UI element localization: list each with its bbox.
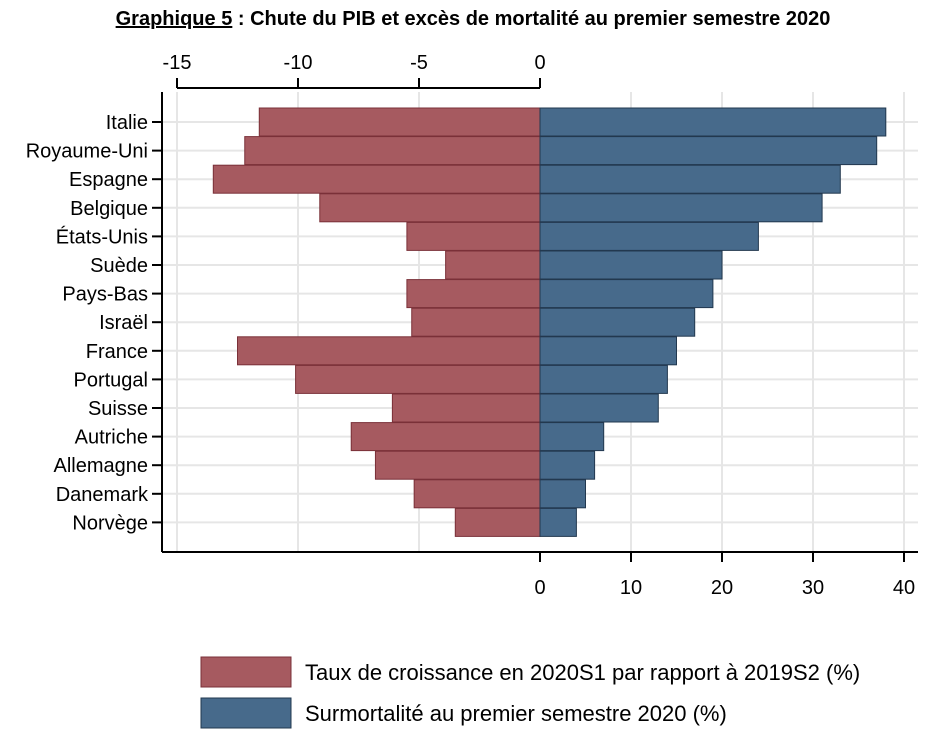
bottom-axis-tick-label: 20 (711, 577, 733, 599)
top-axis-tick-label: -5 (410, 52, 428, 74)
bar-excess-mortality (539, 307, 696, 337)
y-axis-tick-label: Royaume-Uni (26, 141, 148, 163)
y-axis-tick-label: Portugal (74, 369, 149, 391)
y-axis-tick-label: États-Unis (56, 225, 148, 248)
bar-gdp-growth (237, 336, 541, 366)
chart-title: Graphique 5 : Chute du PIB et excès de m… (0, 8, 946, 31)
y-axis-tick-label: Allemagne (53, 455, 148, 477)
bar-excess-mortality (539, 393, 659, 423)
y-axis-tick-label: Israël (99, 312, 148, 334)
bar-excess-mortality (539, 450, 596, 480)
bar-excess-mortality (539, 107, 887, 137)
bar-excess-mortality (539, 136, 878, 166)
top-axis-tick-label: -15 (163, 52, 192, 74)
y-axis-tick-label: Danemark (56, 484, 149, 506)
bar-excess-mortality (539, 479, 586, 509)
bar-gdp-growth (454, 507, 541, 537)
axes: Italie Royaume-Uni Espagne Belgique États-Un… (26, 52, 918, 599)
top-axis-tick-label: 0 (534, 52, 545, 74)
legend-swatch (200, 656, 292, 688)
y-axis-tick-label: Norvège (72, 512, 148, 534)
bar-excess-mortality (539, 422, 605, 452)
legend-label: Taux de croissance en 2020S1 par rapport… (305, 660, 860, 685)
y-axis-tick-label: Pays-Bas (62, 284, 148, 306)
legend: Taux de croissance en 2020S1 par rapport… (200, 656, 860, 729)
y-axis-tick-label: Espagne (69, 169, 148, 191)
y-axis-tick-label: Italie (106, 112, 148, 134)
bar-excess-mortality (539, 164, 841, 194)
y-axis-tick-label: Belgique (70, 198, 148, 220)
y-axis-tick-label: Suisse (88, 398, 148, 420)
top-axis-tick-label: -10 (284, 52, 313, 74)
bottom-axis-tick-label: 30 (802, 577, 824, 599)
y-axis-tick-label: Suède (90, 255, 148, 277)
bar-excess-mortality (539, 507, 577, 537)
bar-gdp-growth (391, 393, 541, 423)
chart-title-text: : Chute du PIB et excès de mortalité au … (232, 8, 831, 30)
bottom-axis-tick-label: 40 (893, 577, 915, 599)
y-axis-tick-label: France (86, 341, 148, 363)
bar-gdp-growth (374, 450, 541, 480)
bar-gdp-growth (406, 221, 541, 251)
bars (212, 107, 887, 537)
bar-excess-mortality (539, 336, 677, 366)
bar-gdp-growth (244, 136, 541, 166)
y-axis-tick-label: Autriche (75, 427, 148, 449)
bar-gdp-growth (413, 479, 541, 509)
bar-gdp-growth (295, 364, 541, 394)
legend-swatch (200, 697, 292, 729)
bar-excess-mortality (539, 279, 714, 309)
legend-label: Surmortalité au premier semestre 2020 (%… (305, 701, 727, 726)
bar-gdp-growth (212, 164, 541, 194)
bar-gdp-growth (411, 307, 541, 337)
bar-gdp-growth (445, 250, 541, 280)
bar-gdp-growth (319, 193, 541, 223)
bar-excess-mortality (539, 193, 823, 223)
bottom-axis-tick-label: 10 (620, 577, 642, 599)
bar-gdp-growth (406, 279, 541, 309)
chart-title-prefix: Graphique 5 (115, 8, 233, 30)
bar-excess-mortality (539, 364, 668, 394)
bar-gdp-growth (258, 107, 541, 137)
bottom-axis-tick-label: 0 (534, 577, 545, 599)
bar-excess-mortality (539, 250, 723, 280)
bar-excess-mortality (539, 221, 759, 251)
bar-gdp-growth (350, 422, 541, 452)
